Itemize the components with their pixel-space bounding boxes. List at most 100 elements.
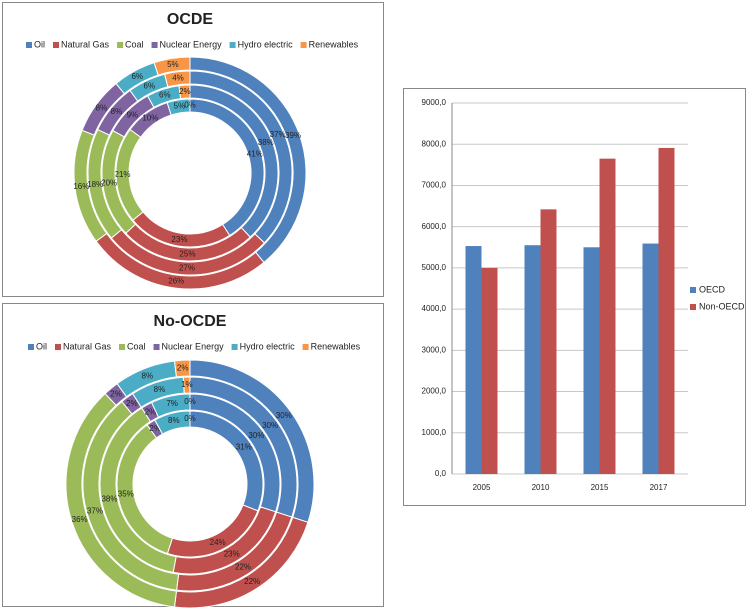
data-label: 6%: [159, 91, 171, 100]
data-label: 5%: [167, 60, 179, 69]
legend-swatch: [119, 344, 126, 350]
x-tick-label: 2010: [532, 483, 550, 492]
legend-label: Hydro electric: [238, 39, 294, 49]
legend-label: OECD: [699, 284, 726, 294]
legend-swatch: [151, 42, 158, 48]
data-label: 35%: [118, 489, 134, 498]
data-label: 1%: [181, 380, 193, 389]
data-label: 8%: [142, 371, 154, 380]
data-label: 30%: [248, 431, 264, 440]
data-label: 8%: [154, 385, 166, 394]
x-tick-label: 2015: [591, 483, 609, 492]
doughnut-segment: [173, 359, 191, 378]
bar: [540, 209, 557, 474]
legend-label: Coal: [127, 341, 146, 351]
data-label: 41%: [247, 149, 263, 158]
legend-label: Hydro electric: [240, 341, 296, 351]
data-label: 39%: [285, 131, 301, 140]
legend-swatch: [690, 304, 696, 310]
bar: [583, 247, 600, 474]
data-label: 7%: [166, 399, 178, 408]
data-label: 2%: [179, 87, 191, 96]
chart-title: OCDE: [167, 11, 214, 28]
data-label: 16%: [73, 182, 89, 191]
legend-swatch: [55, 344, 61, 350]
legend-label: Oil: [36, 341, 47, 351]
data-label: 23%: [224, 550, 240, 559]
y-tick-label: 3000,0: [422, 345, 447, 354]
legend-swatch: [229, 42, 236, 48]
data-label: 38%: [258, 138, 274, 147]
legend-label: Renewables: [309, 39, 359, 49]
y-tick-label: 9000,0: [422, 98, 447, 107]
data-label: 5%: [174, 101, 186, 110]
data-label: 0%: [184, 397, 196, 406]
bar: [642, 243, 659, 474]
data-label: 6%: [131, 72, 143, 81]
data-label: 9%: [127, 110, 139, 119]
x-tick-label: 2005: [473, 483, 491, 492]
chart-frame: [403, 88, 746, 506]
legend-label: Coal: [125, 39, 144, 49]
legend-label: Natural Gas: [63, 341, 112, 351]
data-label: 30%: [262, 421, 278, 430]
data-label: 0%: [184, 414, 196, 423]
data-label: 2%: [145, 407, 157, 416]
data-label: 18%: [87, 180, 103, 189]
data-label: 23%: [171, 235, 187, 244]
data-label: 31%: [236, 443, 252, 452]
data-label: 22%: [244, 577, 260, 586]
bar: [658, 147, 675, 474]
legend-swatch: [300, 42, 307, 48]
data-label: 8%: [96, 104, 108, 113]
data-label: 37%: [270, 130, 286, 139]
y-tick-label: 1000,0: [422, 428, 447, 437]
data-label: 20%: [101, 178, 117, 187]
bar: [481, 267, 498, 474]
legend-swatch: [53, 42, 59, 48]
legend-label: Renewables: [311, 341, 361, 351]
legend-label: Nuclear Energy: [162, 341, 225, 351]
bar: [599, 158, 616, 474]
legend-label: Natural Gas: [61, 39, 110, 49]
y-tick-label: 6000,0: [422, 222, 447, 231]
legend-swatch: [690, 287, 696, 293]
bar: [524, 245, 541, 474]
data-label: 4%: [172, 73, 184, 82]
bar: [465, 246, 482, 474]
legend-swatch: [28, 344, 34, 350]
data-label: 8%: [168, 416, 180, 425]
legend-swatch: [26, 42, 32, 48]
doughnut-segment: [164, 70, 191, 88]
data-label: 36%: [72, 515, 88, 524]
y-tick-label: 0,0: [435, 469, 447, 478]
y-tick-label: 2000,0: [422, 387, 447, 396]
data-label: 26%: [168, 277, 184, 286]
legend-swatch: [302, 344, 309, 350]
legend-swatch: [153, 344, 160, 350]
data-label: 2%: [126, 399, 138, 408]
data-label: 8%: [111, 107, 123, 116]
y-tick-label: 8000,0: [422, 139, 447, 148]
data-label: 30%: [276, 411, 292, 420]
legend-label: Nuclear Energy: [160, 39, 223, 49]
legend-label: Non-OECD: [699, 301, 745, 311]
doughnut-segment: [153, 56, 191, 76]
data-label: 24%: [210, 538, 226, 547]
doughnut-segment: [182, 376, 191, 394]
x-tick-label: 2017: [650, 483, 668, 492]
y-tick-label: 7000,0: [422, 181, 447, 190]
y-tick-label: 4000,0: [422, 304, 447, 313]
y-tick-label: 5000,0: [422, 263, 447, 272]
data-label: 22%: [235, 563, 251, 572]
data-label: 10%: [142, 114, 158, 123]
data-label: 0%: [184, 101, 196, 110]
data-label: 38%: [101, 494, 117, 503]
data-label: 21%: [115, 170, 131, 179]
legend-swatch: [117, 42, 124, 48]
data-label: 37%: [87, 507, 103, 516]
legend-swatch: [231, 344, 238, 350]
doughnut-segment: [178, 84, 191, 100]
